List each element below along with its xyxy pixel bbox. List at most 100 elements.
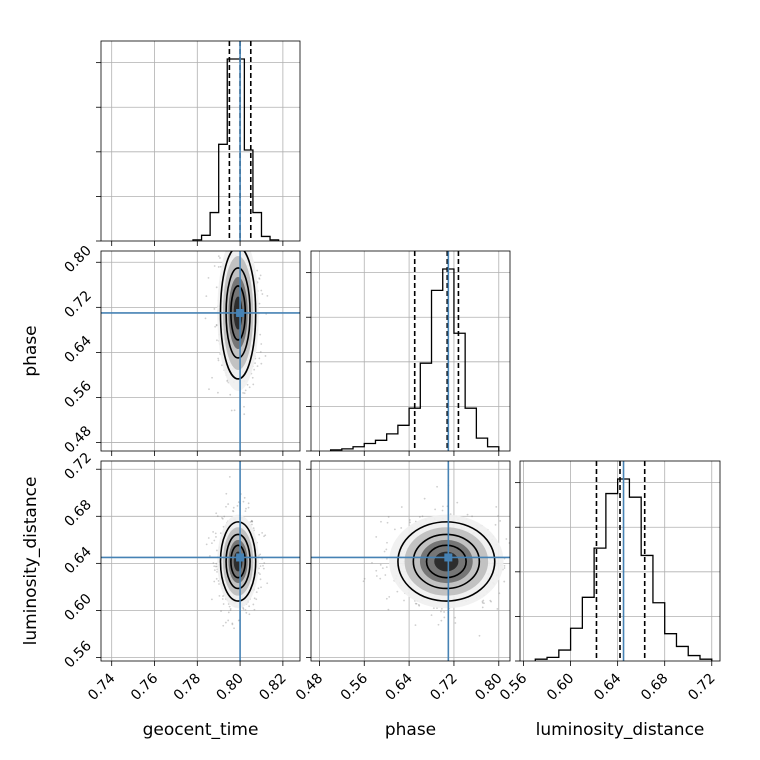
hist-frame: [100, 40, 301, 242]
scatter-point: [418, 516, 421, 518]
scatter-point: [481, 600, 484, 603]
scatter-point: [231, 247, 233, 249]
scatter-point: [258, 277, 261, 279]
histogram-phase: [329, 268, 500, 451]
y-tick-label: 0.68: [61, 497, 94, 530]
x-tick-label: 0.60: [544, 671, 577, 704]
scatter-point: [224, 621, 227, 624]
scatter-point: [436, 485, 438, 488]
scatter-point: [242, 606, 244, 609]
density: [311, 461, 522, 661]
scatter-point: [258, 248, 260, 250]
scatter-point: [230, 409, 233, 412]
scatter-point: [216, 339, 218, 342]
scatter-point: [440, 607, 443, 610]
scatter-point: [258, 278, 261, 280]
scatter-point: [216, 570, 218, 573]
scatter-point: [223, 247, 225, 249]
scatter-point: [217, 359, 220, 362]
scatter-point: [385, 557, 388, 560]
scatter-point: [221, 516, 223, 519]
scatter-point: [387, 608, 390, 611]
scatter-point: [243, 413, 246, 416]
scatter-point: [494, 523, 497, 526]
scatter-point: [384, 574, 387, 576]
scatter-point: [237, 619, 240, 622]
scatter-point: [232, 242, 234, 244]
scatter-point: [261, 558, 264, 560]
x-tick-label: 0.78: [171, 671, 204, 704]
scatter-point: [258, 302, 261, 305]
scatter-point: [256, 365, 259, 368]
scatter-point: [263, 535, 265, 538]
scatter-point: [253, 597, 256, 600]
x-tick-label: 0.48: [293, 671, 326, 704]
scatter-point: [221, 517, 224, 520]
scatter-point: [205, 543, 208, 546]
scatter-point: [218, 583, 220, 585]
scatter-point: [482, 599, 485, 602]
scatter-point: [227, 619, 230, 622]
scatter-point: [259, 333, 262, 336]
scatter-point: [231, 622, 234, 625]
scatter-point: [259, 274, 262, 277]
truth-marker: [444, 553, 453, 562]
x-tick-label: 0.80: [214, 671, 247, 704]
scatter-point: [213, 265, 216, 267]
scatter-point: [238, 238, 240, 240]
panel-phase-vs-luminosity_distance: [306, 461, 522, 666]
scatter-point: [409, 519, 411, 521]
scatter-point: [232, 247, 234, 249]
scatter-point: [400, 506, 403, 508]
scatter-point: [237, 501, 240, 504]
scatter-point: [495, 505, 498, 508]
scatter-point: [251, 520, 253, 523]
scatter-point: [217, 255, 220, 258]
histogram-geocent_time: [192, 58, 280, 241]
scatter-point: [520, 559, 522, 561]
scatter-point: [423, 497, 426, 500]
scatter-point: [257, 587, 260, 590]
scatter-point: [218, 594, 221, 597]
scatter-point: [383, 550, 386, 553]
scatter-point: [221, 598, 224, 600]
scatter-point: [503, 580, 506, 583]
panel-geocent_time-vs-phase: [96, 224, 300, 456]
scatter-point: [252, 224, 254, 226]
scatter-point: [227, 503, 230, 505]
y-axis-label-phase: phase: [21, 325, 41, 376]
scatter-point: [222, 595, 224, 598]
scatter-point: [228, 245, 230, 247]
contour-2: [425, 544, 467, 579]
scatter-point: [244, 389, 247, 392]
y-tick-label: 0.64: [61, 544, 94, 577]
scatter-point: [432, 607, 435, 610]
x-tick-label: 0.82: [256, 671, 289, 704]
scatter-point: [264, 534, 267, 537]
scatter-point: [215, 286, 218, 289]
scatter-point: [442, 505, 444, 508]
scatter-point: [205, 295, 208, 298]
panel-geocent_time-vs-luminosity_distance: [96, 461, 300, 666]
x-axis-label-luminosity_distance: luminosity_distance: [536, 720, 705, 740]
hist-frame: [310, 250, 511, 452]
scatter-point: [218, 257, 221, 259]
scatter-point: [454, 616, 456, 619]
scatter-point: [229, 607, 232, 610]
scatter-point: [213, 539, 216, 542]
scatter-point: [261, 293, 264, 295]
scatter-point: [456, 501, 459, 504]
scatter-point: [437, 623, 440, 626]
y-tick-label: 0.80: [61, 243, 94, 276]
scatter-point: [371, 561, 373, 564]
scatter-point: [215, 536, 217, 538]
scatter-point: [478, 634, 481, 637]
scatter-point: [400, 527, 403, 529]
x-tick-label: 0.72: [427, 671, 460, 704]
scatter-point: [386, 521, 389, 524]
scatter-point: [248, 386, 251, 389]
scatter-point: [363, 577, 366, 580]
scatter-point: [385, 566, 388, 569]
x-tick-label: 0.74: [85, 670, 118, 703]
density: [101, 461, 300, 661]
